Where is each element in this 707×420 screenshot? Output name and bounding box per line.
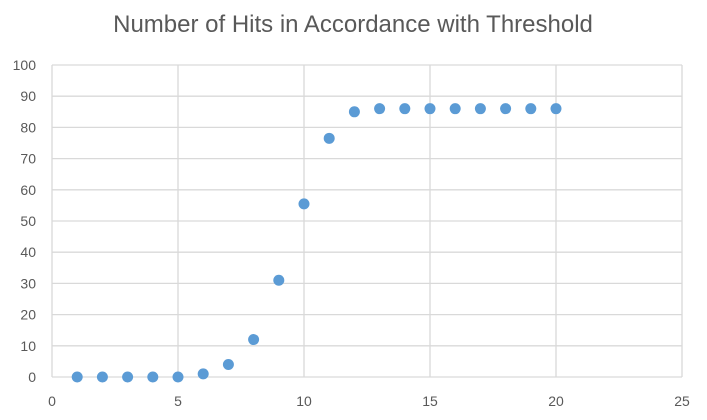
- y-tick-label: 100: [13, 57, 37, 73]
- data-point: [197, 368, 209, 380]
- x-tick-label: 25: [674, 393, 690, 409]
- data-point: [96, 371, 108, 383]
- y-tick-label: 0: [28, 369, 36, 385]
- data-point: [474, 103, 486, 115]
- data-point: [374, 103, 386, 115]
- y-tick-label: 60: [20, 182, 36, 198]
- data-point: [71, 371, 83, 383]
- y-tick-label: 70: [20, 151, 36, 167]
- x-tick-label: 5: [174, 393, 182, 409]
- data-point: [323, 132, 335, 144]
- y-tick-label: 50: [20, 213, 36, 229]
- tick-labels: 0 10 20 30 40 50 60 70 80 90 100 0 5 10 15 20 25: [13, 57, 690, 409]
- y-tick-label: 80: [20, 119, 36, 135]
- x-tick-label: 15: [422, 393, 438, 409]
- data-point: [500, 103, 512, 115]
- x-tick-label: 0: [48, 393, 56, 409]
- y-tick-label: 20: [20, 307, 36, 323]
- data-point: [147, 371, 159, 383]
- data-point: [348, 106, 360, 118]
- data-point: [172, 371, 184, 383]
- x-tick-label: 10: [296, 393, 312, 409]
- data-point: [550, 103, 562, 115]
- data-point: [298, 198, 310, 210]
- data-point: [222, 359, 234, 371]
- data-point: [122, 371, 134, 383]
- data-point: [525, 103, 537, 115]
- y-tick-label: 10: [20, 338, 36, 354]
- y-tick-label: 40: [20, 244, 36, 260]
- chart-title: Number of Hits in Accordance with Thresh…: [113, 11, 593, 38]
- data-points: [71, 103, 562, 383]
- x-tick-label: 20: [548, 393, 564, 409]
- data-point: [273, 274, 285, 286]
- data-point: [399, 103, 411, 115]
- data-point: [248, 334, 260, 346]
- y-tick-label: 30: [20, 275, 36, 291]
- data-point: [449, 103, 461, 115]
- grid: [51, 64, 683, 377]
- data-point: [424, 103, 436, 115]
- y-tick-label: 90: [20, 88, 36, 104]
